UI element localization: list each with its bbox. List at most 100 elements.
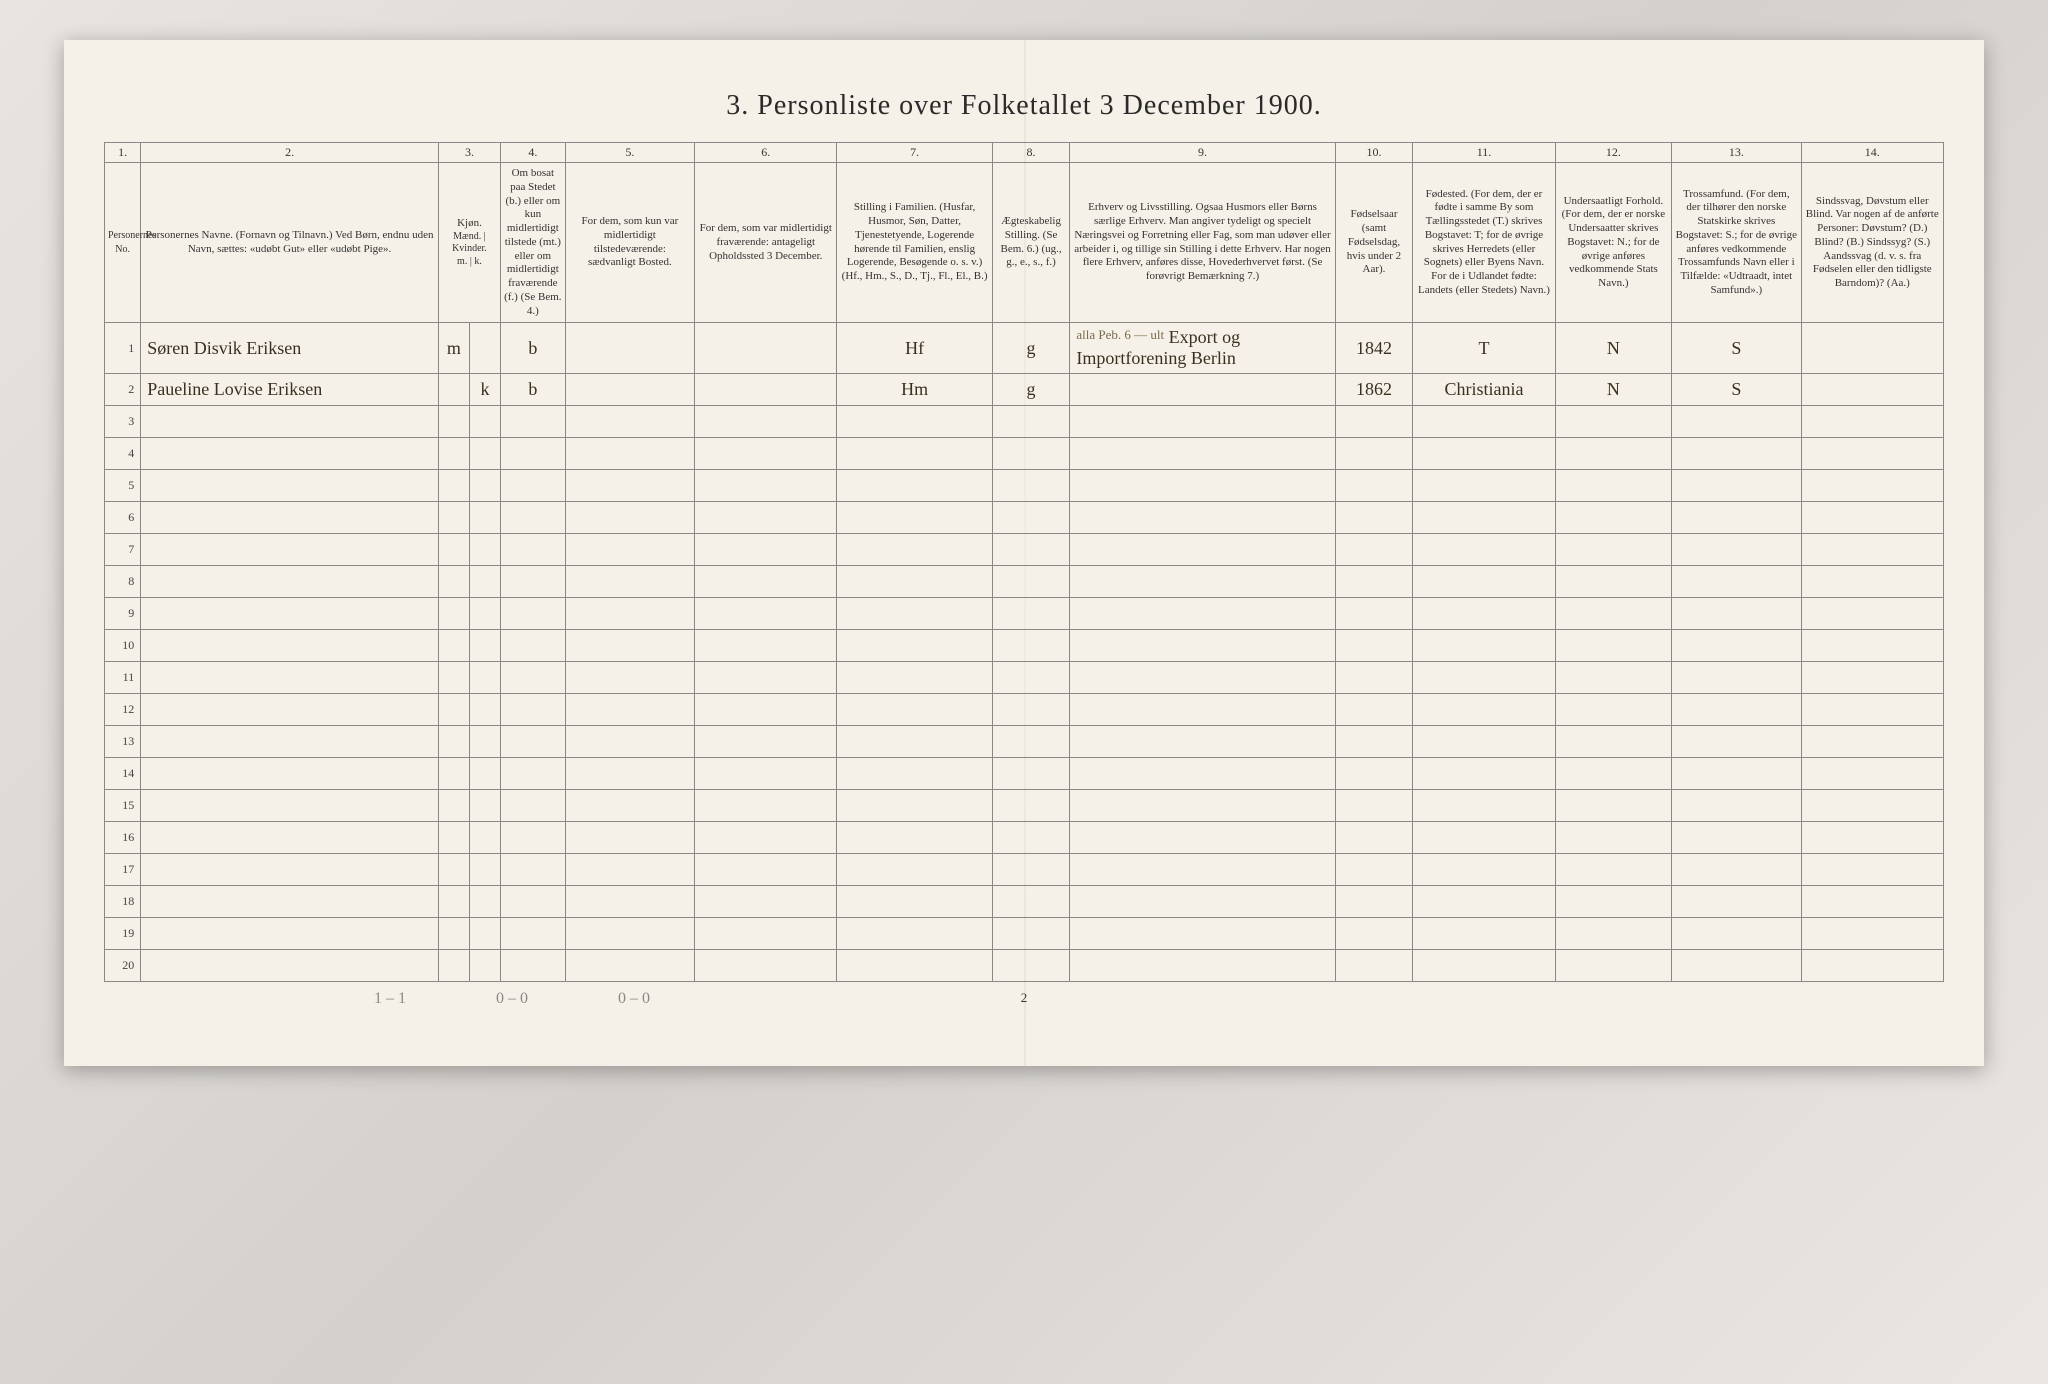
- colnum-4: 4.: [500, 143, 565, 163]
- cell-12: N: [1555, 374, 1671, 406]
- table-row: 3: [105, 406, 1944, 438]
- cell-13: S: [1672, 323, 1801, 374]
- cell-name: Søren Disvik Eriksen: [141, 323, 439, 374]
- row-num: 11: [105, 662, 141, 694]
- header-7: Stilling i Familien. (Husfar, Husmor, Sø…: [837, 163, 992, 323]
- cell-9: [1070, 374, 1335, 406]
- row-num: 12: [105, 694, 141, 726]
- header-12: Undersaatligt Forhold. (For dem, der er …: [1555, 163, 1671, 323]
- cell-sex-m: [438, 374, 469, 406]
- table-row: 20: [105, 950, 1944, 982]
- table-row: 18: [105, 886, 1944, 918]
- header-14: Sindssvag, Døvstum eller Blind. Var noge…: [1801, 163, 1943, 323]
- cell-8: g: [992, 374, 1070, 406]
- table-row: 1Søren Disvik EriksenmbHfgalla Peb. 6 — …: [105, 323, 1944, 374]
- colnum-5: 5.: [565, 143, 694, 163]
- cell-10: 1862: [1335, 374, 1413, 406]
- footer-c: 0 – 0: [618, 990, 650, 1008]
- cell-6: [695, 374, 837, 406]
- row-num: 17: [105, 854, 141, 886]
- cell-8: g: [992, 323, 1070, 374]
- row-num: 9: [105, 598, 141, 630]
- table-row: 15: [105, 790, 1944, 822]
- header-10: Fødselsaar (samt Fødselsdag, hvis under …: [1335, 163, 1413, 323]
- row-num: 4: [105, 438, 141, 470]
- cell-13: S: [1672, 374, 1801, 406]
- cell-5: [565, 374, 694, 406]
- table-row: 16: [105, 822, 1944, 854]
- table-body: 1Søren Disvik Eriksenmb Hfgalla Peb. 6 — …: [105, 323, 1944, 982]
- table-row: 6: [105, 502, 1944, 534]
- cell-14: [1801, 374, 1943, 406]
- cell-sex-k: k: [469, 374, 500, 406]
- table-row: 4: [105, 438, 1944, 470]
- row-num: 20: [105, 950, 141, 982]
- colnum-9: 9.: [1070, 143, 1335, 163]
- header-9: Erhverv og Livsstilling. Ogsaa Husmors e…: [1070, 163, 1335, 323]
- header-8: Ægteskabelig Stilling. (Se Bem. 6.) (ug.…: [992, 163, 1070, 323]
- table-row: 11: [105, 662, 1944, 694]
- colnum-2: 2.: [141, 143, 439, 163]
- row-num: 8: [105, 566, 141, 598]
- table-row: 12: [105, 694, 1944, 726]
- colnum-12: 12.: [1555, 143, 1671, 163]
- table-row: 14: [105, 758, 1944, 790]
- row-num: 19: [105, 918, 141, 950]
- table-row: 13: [105, 726, 1944, 758]
- header-13: Trossamfund. (For dem, der tilhører den …: [1672, 163, 1801, 323]
- table-header: 1. 2. 3. 4. 5. 6. 7. 8. 9. 10. 11. 12. 1…: [105, 143, 1944, 323]
- header-3: Kjøn. Mænd. | Kvinder. m. | k.: [438, 163, 500, 323]
- header-4: Om bosat paa Stedet (b.) eller om kun mi…: [500, 163, 565, 323]
- row-num: 10: [105, 630, 141, 662]
- cell-7: Hm: [837, 374, 992, 406]
- cell-7: Hf: [837, 323, 992, 374]
- row-num: 14: [105, 758, 141, 790]
- cell-sex-k: [469, 323, 500, 374]
- cell-name: Paueline Lovise Eriksen: [141, 374, 439, 406]
- cell-sex-m: m: [438, 323, 469, 374]
- header-2: Personernes Navne. (Fornavn og Tilnavn.)…: [141, 163, 439, 323]
- row-num: 18: [105, 886, 141, 918]
- row-num: 16: [105, 822, 141, 854]
- header-5: For dem, som kun var midlertidigt tilste…: [565, 163, 694, 323]
- colnum-11: 11.: [1413, 143, 1555, 163]
- cell-12: N: [1555, 323, 1671, 374]
- row-num: 6: [105, 502, 141, 534]
- header-6: For dem, som var midlertidigt fraværende…: [695, 163, 837, 323]
- colnum-3: 3.: [438, 143, 500, 163]
- cell-6: [695, 323, 837, 374]
- colnum-10: 10.: [1335, 143, 1413, 163]
- table-row: 7: [105, 534, 1944, 566]
- footer-b: 0 – 0: [496, 990, 528, 1008]
- page-title: 3. Personliste over Folketallet 3 Decemb…: [104, 90, 1944, 122]
- colnum-7: 7.: [837, 143, 992, 163]
- cell-10: 1842: [1335, 323, 1413, 374]
- table-row: 5: [105, 470, 1944, 502]
- colnum-6: 6.: [695, 143, 837, 163]
- header-1: Personernes No.: [105, 163, 141, 323]
- cell-5: [565, 323, 694, 374]
- table-row: 17: [105, 854, 1944, 886]
- table-row: 19: [105, 918, 1944, 950]
- row-num: 1: [105, 323, 141, 374]
- table-row: 2Paueline Lovise Eriksen kb Hmg 1862Christi…: [105, 374, 1944, 406]
- row-num: 13: [105, 726, 141, 758]
- table-row: 8: [105, 566, 1944, 598]
- census-document: 3. Personliste over Folketallet 3 Decemb…: [64, 40, 1984, 1066]
- cell-11: T: [1413, 323, 1555, 374]
- header-11: Fødested. (For dem, der er fødte i samme…: [1413, 163, 1555, 323]
- table-row: 9: [105, 598, 1944, 630]
- cell-9: alla Peb. 6 — ult Export og Importforeni…: [1070, 323, 1335, 374]
- colnum-14: 14.: [1801, 143, 1943, 163]
- row-num: 2: [105, 374, 141, 406]
- colnum-1: 1.: [105, 143, 141, 163]
- cell-11: Christiania: [1413, 374, 1555, 406]
- census-table: 1. 2. 3. 4. 5. 6. 7. 8. 9. 10. 11. 12. 1…: [104, 142, 1944, 982]
- row-num: 5: [105, 470, 141, 502]
- colnum-13: 13.: [1672, 143, 1801, 163]
- cell-14: [1801, 323, 1943, 374]
- colnum-8: 8.: [992, 143, 1070, 163]
- cell-status: b: [500, 374, 565, 406]
- row-num: 15: [105, 790, 141, 822]
- row-num: 7: [105, 534, 141, 566]
